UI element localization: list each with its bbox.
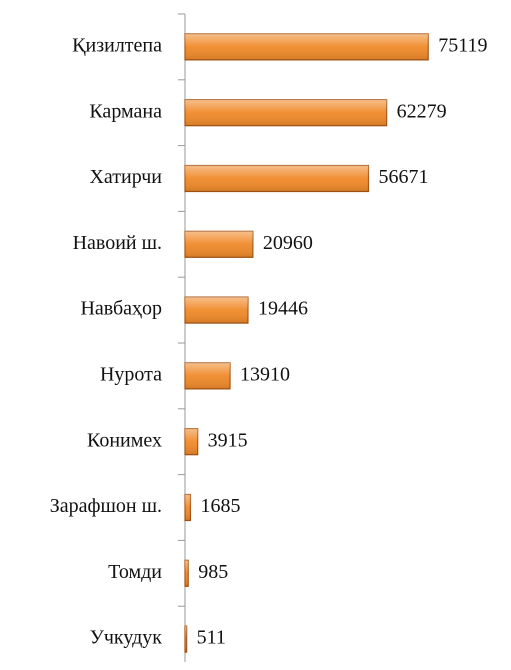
bar [184, 230, 254, 258]
y-tick-label: Навоий ш. [73, 232, 162, 254]
bar [184, 428, 199, 456]
data-label: 75119 [438, 34, 487, 56]
bar [184, 559, 189, 587]
data-label: 3915 [208, 429, 248, 451]
bar [184, 296, 249, 324]
y-tick-label: Конимех [87, 429, 162, 451]
data-label: 62279 [397, 100, 447, 122]
bar-shine [185, 560, 189, 587]
bar-shine [185, 494, 191, 521]
bar [184, 362, 231, 390]
bar-shine [185, 626, 187, 653]
data-label: 985 [198, 561, 228, 583]
data-label: 511 [197, 627, 226, 649]
bar-shine [185, 231, 253, 258]
bar-shine [185, 99, 387, 126]
y-tick-label: Навбаҳор [80, 298, 162, 320]
bar-shine [185, 297, 248, 324]
y-tick-label: Хатирчи [89, 166, 162, 188]
data-label: 19446 [258, 298, 308, 320]
data-label: 20960 [263, 232, 313, 254]
data-label: 1685 [200, 495, 240, 517]
data-label: 56671 [378, 166, 428, 188]
y-tick-label: Қизилтепа [72, 34, 162, 56]
bar-shine [185, 33, 429, 60]
bar-shine [185, 428, 198, 455]
bar [184, 625, 188, 653]
y-tick-label: Зарафшон ш. [50, 495, 162, 517]
y-tick-label: Нурота [100, 363, 162, 385]
bar-shine [185, 362, 231, 389]
y-tick-label: Кармана [89, 100, 162, 122]
bar-shine [185, 165, 369, 192]
bar [184, 164, 370, 193]
data-label: 13910 [240, 363, 290, 385]
y-tick-label: Томди [108, 561, 162, 583]
bar [184, 99, 388, 127]
y-tick-label: Учкудук [90, 627, 163, 649]
bar [184, 33, 429, 61]
bar [184, 493, 192, 522]
